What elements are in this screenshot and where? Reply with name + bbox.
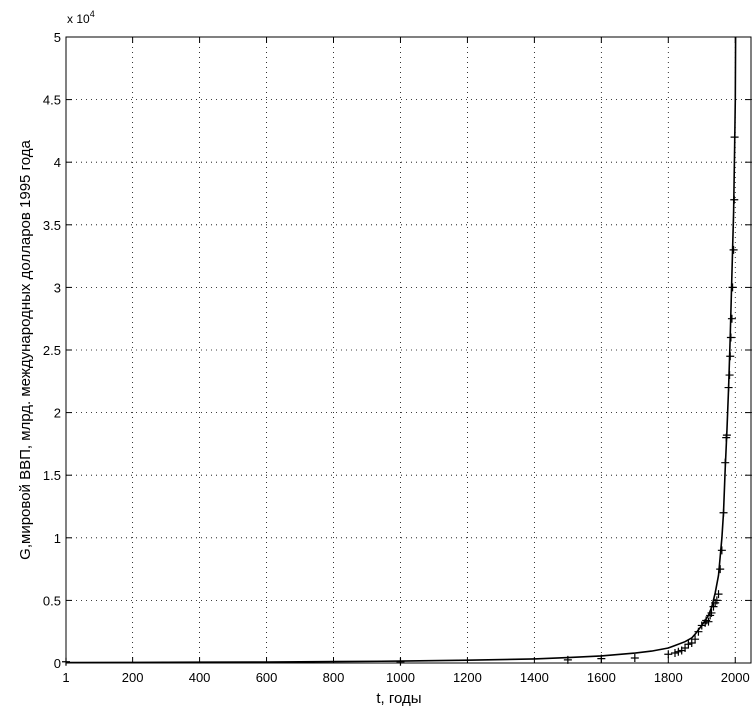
data-marker (670, 648, 679, 657)
x-tick-label: 1000 (386, 670, 415, 685)
x-tick-label: 200 (122, 670, 144, 685)
data-marker (674, 647, 683, 656)
y-tick-label: 3.5 (43, 218, 61, 233)
x-tick-label: 800 (323, 670, 345, 685)
data-marker (691, 635, 700, 644)
x-tick-label: 1600 (587, 670, 616, 685)
data-marker (725, 371, 734, 380)
y-tick-label: 2.5 (43, 343, 61, 358)
axis-ticks: 1 200 400 600 800 1000 1200 1400 1600 1800 200000.… (43, 30, 751, 685)
data-marker (687, 638, 696, 647)
x-tick-label: 1400 (520, 670, 549, 685)
data-marker (694, 627, 703, 636)
data-marker (724, 383, 733, 392)
x-tick-label: 600 (256, 670, 278, 685)
data-marker (664, 650, 673, 659)
y-tick-label: 1.5 (43, 468, 61, 483)
y-tick-label: 4.5 (43, 93, 61, 108)
data-marker (716, 565, 725, 574)
data-marker (717, 546, 726, 555)
data-marker (681, 643, 690, 652)
data-marker (704, 617, 713, 626)
data-marker (630, 653, 639, 662)
data-marker (730, 195, 739, 204)
data-marker (712, 596, 721, 605)
y-exponent-label: x 104 (67, 9, 95, 26)
y-axis-title: G,мировой ВВП, млрд. международных долла… (17, 140, 34, 560)
data-marker (714, 590, 723, 599)
data-marker (728, 283, 737, 292)
y-tick-label: 4 (54, 155, 61, 170)
data-marker (707, 608, 716, 617)
x-tick-label: 2000 (721, 670, 750, 685)
series-layer (62, 36, 739, 666)
data-marker (730, 133, 739, 142)
y-tick-label: 3 (54, 280, 61, 295)
x-tick-label: 1 (62, 670, 69, 685)
y-tick-label: 2 (54, 406, 61, 421)
data-marker (709, 602, 718, 611)
data-marker (684, 640, 693, 649)
data-marker (719, 508, 728, 517)
x-axis-title: t, годы (376, 690, 421, 707)
data-marker (727, 314, 736, 323)
data-marker (726, 352, 735, 361)
data-marker (721, 458, 730, 467)
y-tick-label: 0 (54, 656, 61, 671)
x-tick-label: 1200 (453, 670, 482, 685)
data-marker (722, 431, 731, 440)
y-tick-label: 1 (54, 531, 61, 546)
data-marker (726, 333, 735, 342)
x-tick-label: 1800 (654, 670, 683, 685)
x-tick-label: 400 (189, 670, 211, 685)
y-tick-label: 0.5 (43, 593, 61, 608)
data-marker (729, 245, 738, 254)
y-tick-label: 5 (54, 30, 61, 45)
